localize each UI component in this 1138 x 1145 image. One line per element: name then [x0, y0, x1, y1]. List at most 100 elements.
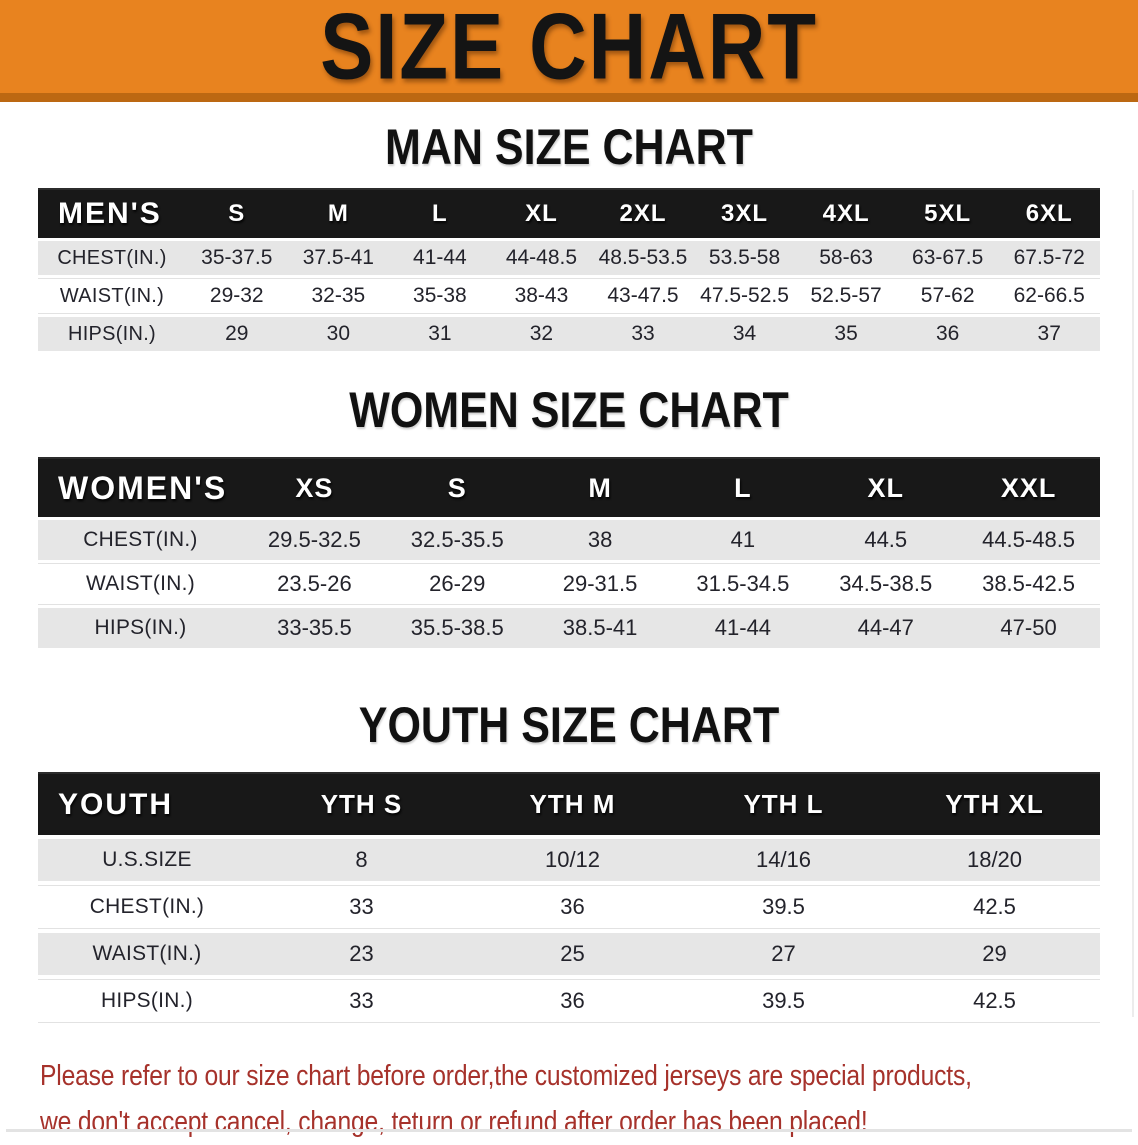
youth-size-section: YOUTH SIZE CHART YOUTH YTH S YTH M YTH L YTH…	[0, 700, 1138, 1023]
cell-value: 23	[349, 941, 374, 966]
cell-value: 30	[326, 322, 350, 345]
youth-size-heading: YOUTH SIZE CHART	[358, 697, 780, 753]
cell-value: 10/12	[544, 847, 601, 872]
order-notice: Please refer to our size chart before or…	[40, 1053, 1138, 1145]
cell-value: 29	[225, 322, 249, 345]
banner-title: SIZE CHART	[320, 0, 818, 99]
cell-value: 33	[631, 322, 655, 345]
women-size-section: WOMEN SIZE CHART WOMEN'S XS S M L XL XXL CHEST(…	[0, 385, 1138, 648]
row-label: HIPS(IN.)	[68, 322, 156, 345]
cell-value: 36	[560, 988, 585, 1013]
women-size-heading: WOMEN SIZE CHART	[349, 382, 789, 438]
cell-value: 39.5	[762, 894, 805, 919]
table-row: WAIST(IN.) 23 25 27 29	[38, 933, 1100, 975]
column-header: 4XL	[822, 200, 870, 227]
row-label: WAIST(IN.)	[92, 942, 202, 965]
cell-value: 38.5-42.5	[982, 571, 1076, 596]
cell-value: 41	[730, 527, 756, 552]
column-header: YTH M	[529, 789, 616, 819]
column-header: XXL	[1000, 472, 1057, 503]
row-label: WAIST(IN.)	[59, 284, 165, 307]
column-header: YTH XL	[945, 789, 1044, 819]
cell-value: 62-66.5	[1013, 284, 1085, 307]
column-header: M	[327, 200, 349, 227]
column-header: XL	[867, 472, 904, 503]
bottom-edge-line	[6, 1129, 1132, 1132]
table-row: HIPS(IN.) 33-35.5 35.5-38.5 38.5-41 41-44 44-…	[38, 608, 1100, 648]
cell-value: 37.5-41	[302, 246, 374, 269]
column-header: YTH L	[743, 789, 824, 819]
cell-value: 23.5-26	[277, 571, 352, 596]
column-header: 2XL	[619, 200, 667, 227]
column-header: 6XL	[1025, 200, 1073, 227]
cell-value: 27	[771, 941, 796, 966]
cell-value: 32-35	[311, 284, 366, 307]
cell-value: 29-32	[209, 284, 264, 307]
banner: SIZE CHART	[0, 0, 1138, 102]
cell-value: 33	[349, 988, 374, 1013]
table-row: CHEST(IN.) 29.5-32.5 32.5-35.5 38 41 44.5 44.5…	[38, 520, 1100, 560]
cell-value: 39.5	[762, 988, 805, 1013]
women-size-table: WOMEN'S XS S M L XL XXL CHEST(IN.) 29.5-32.5 32.5…	[38, 457, 1100, 648]
table-row: WAIST(IN.) 23.5-26 26-29 29-31.5 31.5-34.5 34…	[38, 563, 1100, 605]
table-row: WAIST(IN.) 29-32 32-35 35-38 38-43 43-47.5 47.…	[38, 278, 1100, 314]
table-header-row: YOUTH YTH S YTH M YTH L YTH XL	[38, 772, 1100, 835]
column-header: S	[447, 472, 467, 503]
men-size-table: MEN'S S M L XL 2XL 3XL 4XL 5XL 6XL CHEST(IN.) 35-37…	[38, 188, 1100, 351]
cell-value: 47-50	[1000, 615, 1057, 640]
table-row: HIPS(IN.) 33 36 39.5 42.5	[38, 979, 1100, 1023]
cell-value: 38-43	[514, 284, 569, 307]
cell-value: 32.5-35.5	[410, 527, 504, 552]
cell-value: 32	[529, 322, 554, 345]
cell-value: 41-44	[714, 615, 772, 640]
row-label: HIPS(IN.)	[100, 989, 194, 1012]
row-label: U.S.SIZE	[102, 848, 192, 871]
column-header: L	[734, 472, 752, 503]
cell-value: 26-29	[429, 571, 486, 596]
youth-size-table: YOUTH YTH S YTH M YTH L YTH XL U.S.SIZE 8 10/12…	[38, 772, 1100, 1023]
cell-value: 35.5-38.5	[410, 615, 504, 640]
cell-value: 34.5-38.5	[839, 571, 933, 596]
row-label: WAIST(IN.)	[86, 572, 195, 595]
cell-value: 29-31.5	[562, 571, 638, 596]
table-row: HIPS(IN.) 29 30 31 32 33 34 35 36 37	[38, 317, 1100, 351]
man-size-section: MAN SIZE CHART MEN'S S M L XL 2XL 3XL 4XL 5XL 6XL…	[0, 122, 1138, 351]
cell-value: 44-48.5	[505, 246, 578, 269]
cell-value: 63-67.5	[912, 246, 984, 269]
row-label: CHEST(IN.)	[57, 246, 167, 269]
cell-value: 37	[1037, 322, 1061, 345]
cell-value: 29.5-32.5	[267, 527, 361, 552]
cell-value: 57-62	[920, 284, 975, 307]
cell-value: 67.5-72	[1013, 246, 1085, 269]
column-header: M	[588, 472, 612, 503]
cell-value: 36	[935, 322, 960, 345]
row-label: CHEST(IN.)	[83, 528, 198, 551]
cell-value: 18/20	[966, 847, 1023, 872]
cell-value: 8	[355, 847, 368, 872]
cell-value: 29	[982, 941, 1007, 966]
cell-value: 42.5	[973, 894, 1016, 919]
table-row: CHEST(IN.) 33 36 39.5 42.5	[38, 885, 1100, 929]
table-corner-label: MEN'S	[58, 197, 162, 230]
cell-value: 43-47.5	[607, 284, 679, 307]
column-header: XL	[525, 200, 558, 227]
table-corner-label: WOMEN'S	[58, 469, 228, 506]
notice-line-1: Please refer to our size chart before or…	[40, 1060, 972, 1092]
cell-value: 33	[349, 894, 374, 919]
cell-value: 44-47	[857, 615, 914, 640]
cell-value: 25	[560, 941, 585, 966]
cell-value: 36	[560, 894, 585, 919]
size-chart-sections: MAN SIZE CHART MEN'S S M L XL 2XL 3XL 4XL 5XL 6XL…	[0, 122, 1138, 1023]
table-row: CHEST(IN.) 35-37.5 37.5-41 41-44 44-48.5 48.5…	[38, 241, 1100, 275]
cell-value: 41-44	[413, 246, 467, 269]
row-label: CHEST(IN.)	[89, 895, 205, 918]
cell-value: 35-38	[413, 284, 467, 307]
cell-value: 52.5-57	[810, 284, 882, 307]
column-header: S	[228, 200, 246, 227]
table-header-row: WOMEN'S XS S M L XL XXL	[38, 457, 1100, 517]
column-header: 5XL	[924, 200, 972, 227]
cell-value: 58-63	[819, 246, 873, 269]
table-corner-label: YOUTH	[58, 787, 173, 821]
notice-line-2: we don't accept cancel, change, teturn o…	[40, 1106, 868, 1138]
